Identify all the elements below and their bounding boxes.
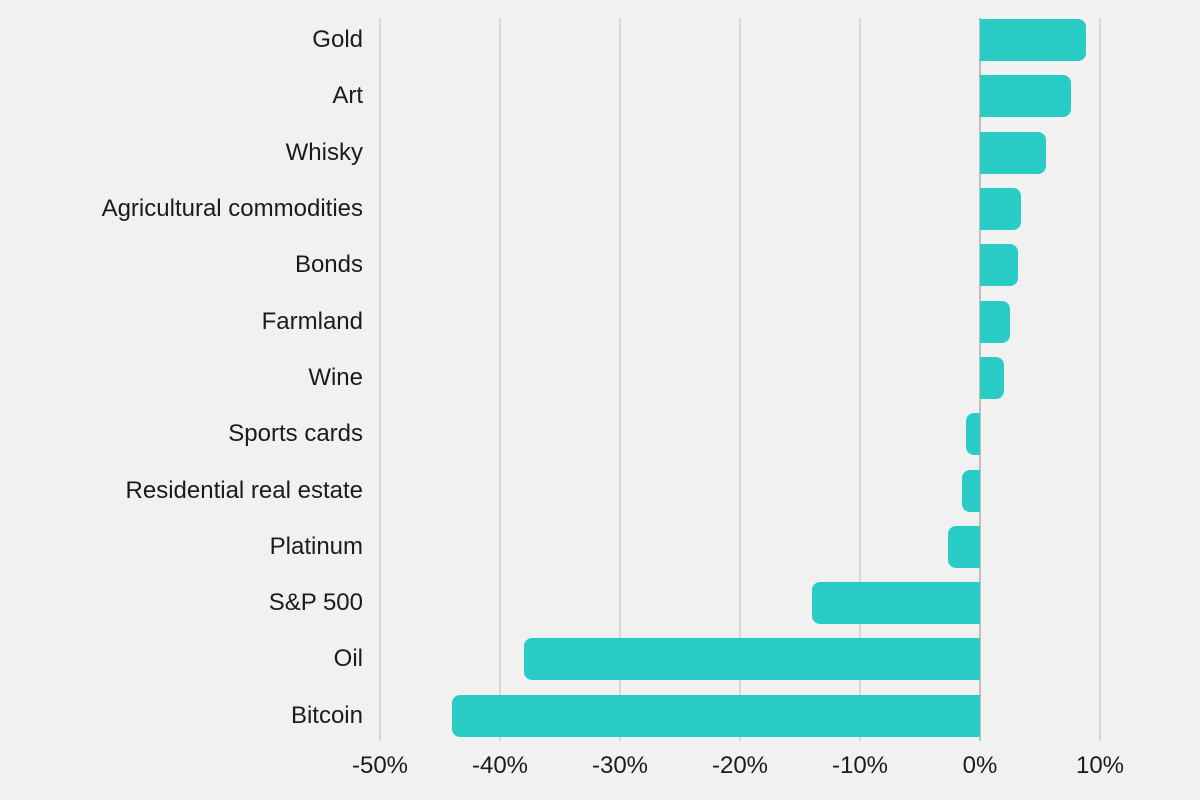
- category-label-whisky: Whisky: [285, 138, 363, 166]
- x-tick-label-minus-10pct: -10%: [831, 752, 889, 779]
- bar-residential-real-estate: [962, 469, 980, 512]
- bar-gold: [980, 19, 1086, 62]
- category-label-bitcoin: Bitcoin: [290, 701, 363, 729]
- bar-wine: [980, 356, 1004, 399]
- bar-art: [980, 75, 1072, 118]
- gridline: [619, 18, 621, 741]
- category-label-art: Art: [332, 82, 363, 110]
- category-label-sports-cards: Sports cards: [228, 420, 363, 448]
- category-label-bonds: Bonds: [294, 251, 363, 279]
- x-tick-label-0pct: 0%: [962, 752, 998, 779]
- category-label-wine: Wine: [308, 363, 363, 391]
- category-label-residential-real-estate: Residential real estate: [125, 476, 363, 504]
- gridline: [1099, 18, 1101, 741]
- x-tick-label-10pct: 10%: [1075, 752, 1125, 779]
- gridline: [859, 18, 861, 741]
- category-label-oil: Oil: [333, 645, 363, 673]
- bar-s-p-500: [812, 582, 980, 625]
- category-label-gold: Gold: [312, 26, 363, 54]
- category-label-agricultural-commodities: Agricultural commodities: [101, 195, 363, 223]
- bar-bonds: [980, 244, 1019, 287]
- gridline: [379, 18, 381, 741]
- bar-sports-cards: [965, 413, 980, 456]
- x-tick-label-minus-40pct: -40%: [471, 752, 529, 779]
- x-tick-label-minus-50pct: -50%: [351, 752, 409, 779]
- category-label-s-p-500: S&P 500: [268, 589, 363, 617]
- category-label-platinum: Platinum: [269, 532, 363, 560]
- bar-whisky: [980, 131, 1046, 174]
- bar-oil: [524, 638, 980, 681]
- gridline: [499, 18, 501, 741]
- bar-platinum: [947, 525, 980, 568]
- bar-bitcoin: [452, 694, 980, 737]
- category-label-farmland: Farmland: [261, 307, 363, 335]
- gridline: [739, 18, 741, 741]
- bar-agricultural-commodities: [980, 188, 1021, 231]
- bar-farmland: [980, 300, 1010, 343]
- x-tick-label-minus-20pct: -20%: [711, 752, 769, 779]
- x-tick-label-minus-30pct: -30%: [591, 752, 649, 779]
